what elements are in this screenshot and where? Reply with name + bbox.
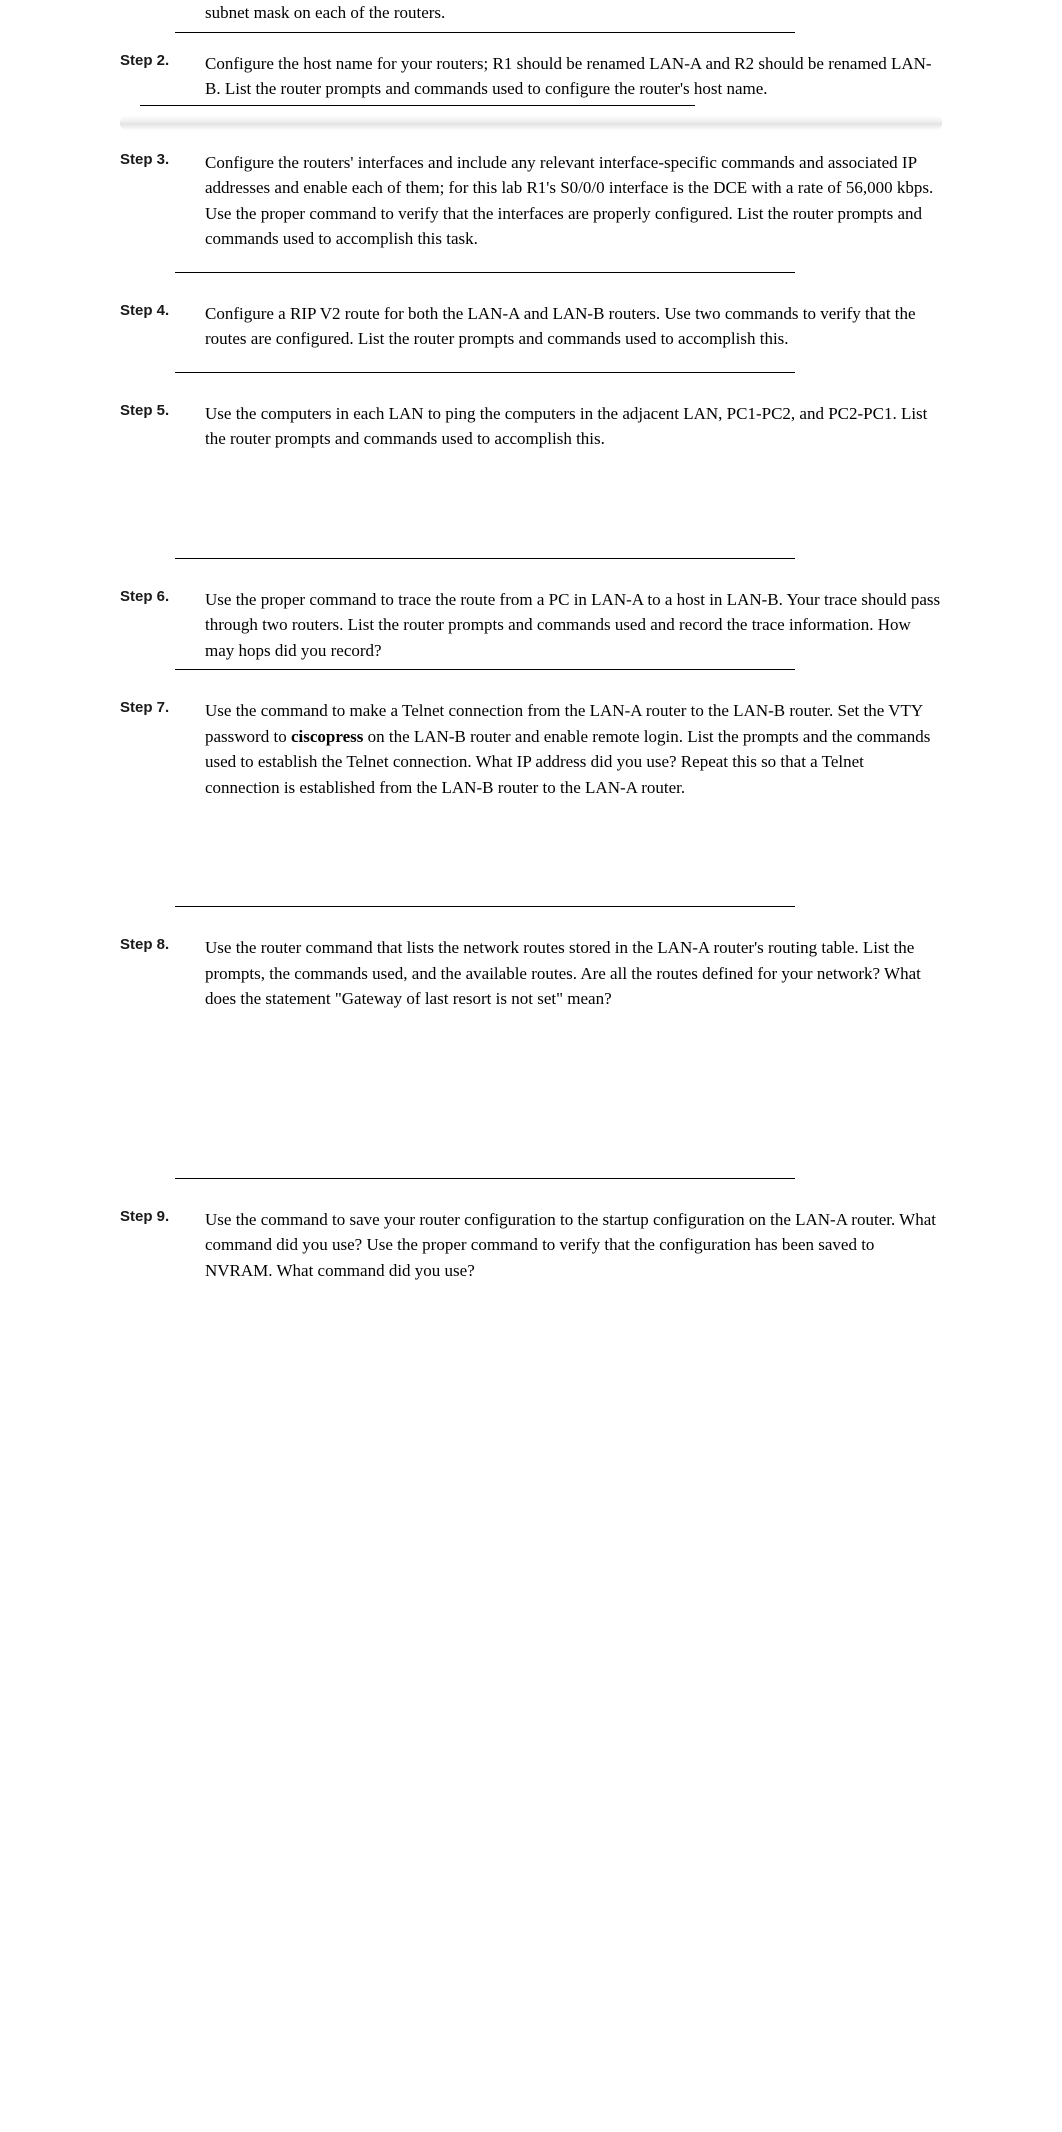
step-row-9: Step 9. Use the command to save your rou… — [120, 1207, 942, 1284]
step-label-8: Step 8. — [120, 935, 205, 953]
divider-step7 — [175, 906, 795, 907]
step-body-6: Use the proper command to trace the rout… — [205, 587, 942, 664]
divider-step6 — [175, 669, 795, 670]
step-body-2: Configure the host name for your routers… — [205, 51, 942, 102]
step-label-4: Step 4. — [120, 301, 205, 319]
step-body-4: Configure a RIP V2 route for both the LA… — [205, 301, 942, 352]
step-body-5: Use the computers in each LAN to ping th… — [205, 401, 942, 452]
divider-step3 — [175, 272, 795, 273]
section-shadow-bar — [120, 116, 942, 130]
divider-top — [175, 32, 795, 33]
divider-step8 — [175, 1178, 795, 1179]
step-body-7: Use the command to make a Telnet connect… — [205, 698, 942, 800]
step-body-3: Configure the routers' interfaces and in… — [205, 150, 942, 252]
step-row-6: Step 6. Use the proper command to trace … — [120, 587, 942, 664]
divider-step5 — [175, 558, 795, 559]
divider-step2 — [140, 105, 695, 106]
top-fragment-text: subnet mask on each of the routers. — [205, 0, 942, 26]
step-row-7: Step 7. Use the command to make a Telnet… — [120, 698, 942, 800]
step7-bold: ciscopress — [291, 727, 363, 746]
step-label-2: Step 2. — [120, 51, 205, 69]
step-label-9: Step 9. — [120, 1207, 205, 1225]
step-body-8: Use the router command that lists the ne… — [205, 935, 942, 1012]
step-label-5: Step 5. — [120, 401, 205, 419]
step-row-8: Step 8. Use the router command that list… — [120, 935, 942, 1012]
step-body-9: Use the command to save your router conf… — [205, 1207, 942, 1284]
step-row-3: Step 3. Configure the routers' interface… — [120, 150, 942, 252]
divider-step4 — [175, 372, 795, 373]
step-label-6: Step 6. — [120, 587, 205, 605]
step-label-3: Step 3. — [120, 150, 205, 168]
step-row-2: Step 2. Configure the host name for your… — [120, 51, 942, 102]
step-label-7: Step 7. — [120, 698, 205, 716]
step-row-4: Step 4. Configure a RIP V2 route for bot… — [120, 301, 942, 352]
step-row-5: Step 5. Use the computers in each LAN to… — [120, 401, 942, 452]
